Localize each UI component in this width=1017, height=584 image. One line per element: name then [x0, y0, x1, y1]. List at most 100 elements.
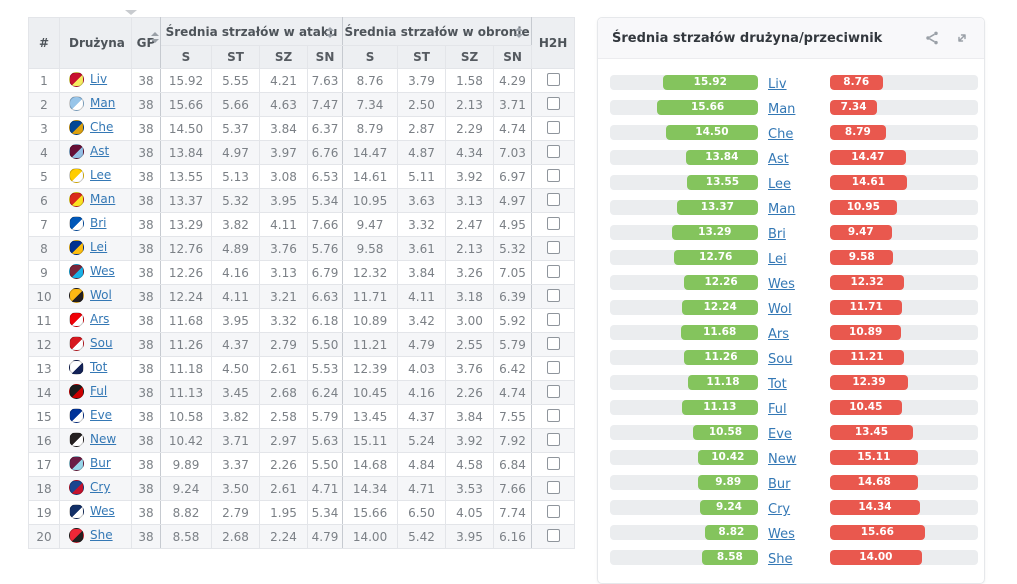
team-bar[interactable]: 8.82	[704, 525, 758, 540]
team-bar[interactable]: 13.29	[671, 225, 758, 240]
chart-team-link[interactable]: Ars	[768, 327, 790, 342]
opponent-bar[interactable]: 9.47	[830, 225, 892, 240]
opponent-bar[interactable]: 15.11	[830, 450, 918, 465]
h2h-checkbox[interactable]	[546, 96, 560, 110]
col-header-defense-st[interactable]: ST	[397, 45, 447, 69]
team-bar[interactable]: 10.58	[692, 425, 758, 440]
chart-team-link[interactable]: Bri	[768, 227, 786, 242]
col-header-defense-s[interactable]: S	[342, 45, 399, 69]
h2h-checkbox[interactable]	[546, 288, 560, 302]
col-group-attack[interactable]: Średnia strzałów w ataku	[159, 17, 344, 46]
opponent-bar[interactable]: 14.68	[830, 475, 919, 490]
team-bar[interactable]: 14.50	[665, 125, 758, 140]
h2h-checkbox[interactable]	[546, 240, 560, 254]
team-link[interactable]: Ful	[90, 384, 108, 398]
h2h-checkbox[interactable]	[546, 336, 560, 350]
team-bar[interactable]: 11.68	[681, 325, 758, 340]
team-link[interactable]: Wes	[90, 264, 115, 278]
h2h-checkbox[interactable]	[546, 408, 560, 422]
h2h-checkbox[interactable]	[546, 528, 560, 542]
chart-team-link[interactable]: Che	[768, 127, 794, 142]
team-link[interactable]: Wol	[90, 288, 112, 302]
col-group-defense[interactable]: Średnia strzałów w obronie	[342, 17, 533, 46]
team-bar[interactable]: 13.37	[676, 200, 758, 215]
h2h-checkbox[interactable]	[546, 504, 560, 518]
team-bar[interactable]: 10.42	[697, 450, 758, 465]
opponent-bar[interactable]: 8.76	[830, 75, 883, 90]
chart-team-link[interactable]: Ast	[768, 152, 789, 167]
team-link[interactable]: Sou	[90, 336, 113, 350]
expand-icon[interactable]	[954, 30, 970, 46]
h2h-checkbox[interactable]	[546, 120, 560, 134]
h2h-checkbox[interactable]	[546, 192, 560, 206]
col-header-defense-sz[interactable]: SZ	[445, 45, 495, 69]
team-link[interactable]: Che	[90, 120, 114, 134]
team-link[interactable]: Bur	[90, 456, 111, 470]
col-header-defense-sn[interactable]: SN	[493, 45, 533, 69]
chart-team-link[interactable]: Wol	[768, 302, 792, 317]
chart-team-link[interactable]: Liv	[768, 77, 787, 92]
h2h-checkbox[interactable]	[546, 480, 560, 494]
sort-arrows-icon[interactable]	[151, 31, 160, 44]
opponent-bar[interactable]: 15.66	[830, 525, 925, 540]
opponent-bar[interactable]: 14.00	[830, 550, 922, 565]
col-header-attack-st[interactable]: ST	[211, 45, 260, 69]
h2h-checkbox[interactable]	[546, 360, 560, 374]
team-bar[interactable]: 11.26	[683, 350, 758, 365]
h2h-checkbox[interactable]	[546, 144, 560, 158]
opponent-bar[interactable]: 7.34	[830, 100, 878, 115]
team-link[interactable]: Lee	[90, 168, 112, 182]
opponent-bar[interactable]: 14.47	[830, 150, 906, 165]
col-header-attack-sn[interactable]: SN	[306, 45, 344, 69]
chart-team-link[interactable]: Tot	[768, 377, 787, 392]
chart-team-link[interactable]: Man	[768, 102, 796, 117]
chart-team-link[interactable]: Cry	[768, 502, 791, 517]
team-link[interactable]: Bri	[90, 216, 107, 230]
team-link[interactable]: Man	[90, 192, 116, 206]
team-bar[interactable]: 11.18	[687, 375, 758, 390]
chart-team-link[interactable]: Eve	[768, 427, 792, 442]
team-link[interactable]: New	[90, 432, 117, 446]
opponent-bar[interactable]: 8.79	[830, 125, 886, 140]
opponent-bar[interactable]: 14.61	[830, 175, 907, 190]
opponent-bar[interactable]: 12.39	[830, 375, 908, 390]
chart-team-link[interactable]: Wes	[768, 277, 795, 292]
h2h-checkbox[interactable]	[546, 312, 560, 326]
chart-team-link[interactable]: Lei	[768, 252, 787, 267]
team-link[interactable]: She	[90, 528, 113, 542]
col-header-gp[interactable]: GP	[131, 17, 161, 69]
h2h-checkbox[interactable]	[546, 432, 560, 446]
col-header-attack-sz[interactable]: SZ	[259, 45, 308, 69]
share-icon[interactable]	[924, 30, 940, 46]
team-link[interactable]: Ast	[90, 144, 110, 158]
team-link[interactable]: Man	[90, 96, 116, 110]
opponent-bar[interactable]: 11.71	[830, 300, 903, 315]
opponent-bar[interactable]: 14.34	[830, 500, 920, 515]
h2h-checkbox[interactable]	[546, 264, 560, 278]
chart-team-link[interactable]: She	[768, 552, 793, 567]
sort-arrows-icon[interactable]	[515, 26, 524, 39]
team-bar[interactable]: 13.84	[685, 150, 758, 165]
h2h-checkbox[interactable]	[546, 456, 560, 470]
team-link[interactable]: Lei	[90, 240, 108, 254]
team-bar[interactable]: 9.24	[699, 500, 758, 515]
team-link[interactable]: Wes	[90, 504, 115, 518]
team-bar[interactable]: 15.92	[662, 75, 758, 90]
chart-team-link[interactable]: Sou	[768, 352, 793, 367]
team-link[interactable]: Eve	[90, 408, 113, 422]
team-bar[interactable]: 13.55	[686, 175, 758, 190]
opponent-bar[interactable]: 10.45	[830, 400, 902, 415]
chart-team-link[interactable]: Bur	[768, 477, 791, 492]
team-link[interactable]: Cry	[90, 480, 111, 494]
team-bar[interactable]: 8.58	[701, 550, 758, 565]
opponent-bar[interactable]: 12.32	[830, 275, 905, 290]
team-bar[interactable]: 11.13	[681, 400, 758, 415]
col-header-team[interactable]: Drużyna	[59, 17, 132, 69]
team-bar[interactable]: 12.26	[684, 275, 758, 290]
chart-team-link[interactable]: Ful	[768, 402, 787, 417]
team-link[interactable]: Tot	[90, 360, 108, 374]
opponent-bar[interactable]: 10.89	[830, 325, 902, 340]
h2h-checkbox[interactable]	[546, 384, 560, 398]
opponent-bar[interactable]: 11.21	[830, 350, 904, 365]
team-bar[interactable]: 12.24	[682, 300, 758, 315]
